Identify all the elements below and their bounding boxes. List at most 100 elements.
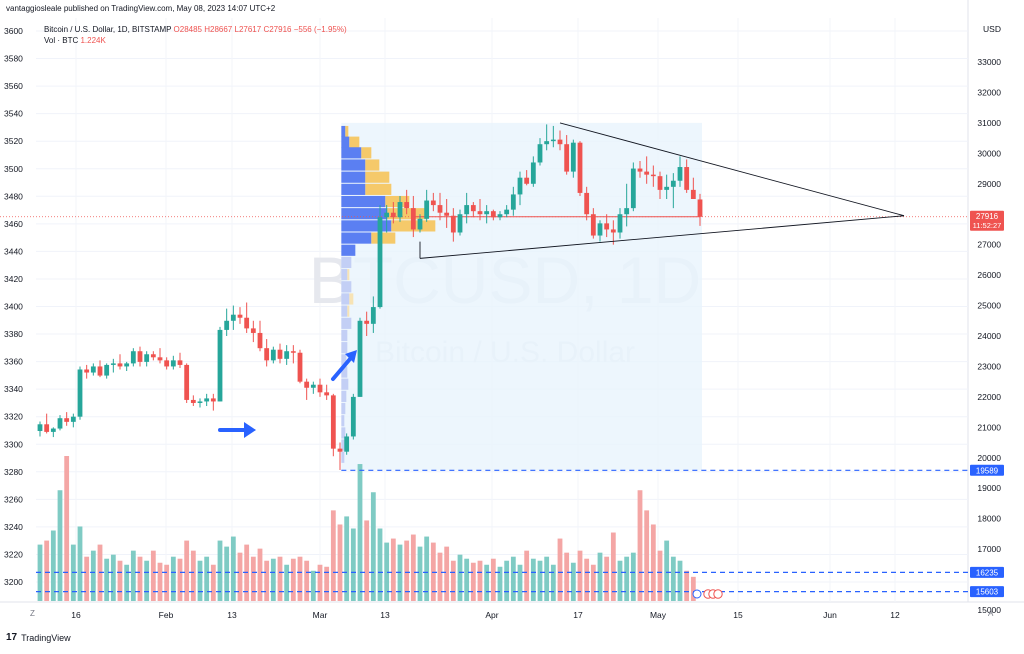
volume-bar: [57, 490, 63, 601]
volume-profile-bar-buy: [341, 136, 350, 148]
candle-body: [277, 349, 283, 359]
candle-body: [444, 212, 450, 216]
auto-scale-button[interactable]: A: [988, 609, 994, 618]
left-axis-tick-label: 3540: [4, 109, 23, 119]
candle-body: [230, 314, 236, 321]
volume-bar: [130, 550, 136, 601]
volume-profile-bar-buy: [341, 305, 348, 317]
volume-bar: [177, 558, 183, 601]
volume-bar: [470, 562, 476, 601]
x-axis-tick-label: Jun: [823, 610, 837, 620]
candle-body: [424, 200, 430, 219]
volume-bar: [210, 564, 216, 601]
candle-body: [624, 208, 630, 215]
price-label-value: 27916: [976, 212, 999, 221]
volume-profile-bar-buy: [341, 427, 346, 439]
left-axis-tick-label: 3460: [4, 219, 23, 229]
volume-bar: [157, 562, 163, 601]
right-axis-tick-label: 25000: [977, 301, 1001, 311]
date-range-box: [341, 122, 702, 471]
volume-bar: [584, 558, 590, 601]
candle-body: [250, 328, 256, 333]
left-axis-tick-label: 3260: [4, 494, 23, 504]
arrow-right-head: [244, 422, 256, 438]
volume-bar: [504, 560, 510, 601]
left-axis-tick-label: 3400: [4, 302, 23, 312]
volume-profile-bar-sell: [361, 147, 372, 159]
volume-bar: [117, 560, 123, 601]
volume-profile-bar-buy: [341, 329, 348, 342]
candle-body: [210, 398, 216, 402]
arrow-up-right-icon: [331, 350, 357, 381]
candle-body: [684, 167, 690, 190]
legend-high: H28667: [204, 25, 233, 34]
candle-body: [190, 399, 196, 403]
volume-bar: [550, 564, 556, 601]
volume-bar: [457, 554, 463, 601]
candle-body: [224, 320, 230, 330]
volume-bar: [90, 550, 96, 601]
volume-bar: [190, 550, 196, 601]
volume-bar: [604, 556, 610, 601]
symbol-legend: Bitcoin / U.S. Dollar, 1D, BITSTAMP O284…: [44, 24, 347, 46]
volume-bar: [644, 510, 650, 601]
volume-bar: [637, 490, 643, 601]
candle-body: [397, 202, 403, 218]
candle-body: [237, 314, 243, 318]
left-axis-tick-label: 3240: [4, 522, 23, 532]
volume-bar: [484, 564, 490, 601]
right-axis-tick-label: 15000: [977, 605, 1001, 615]
volume-bar: [64, 456, 70, 601]
volume-profile-bar-buy: [341, 171, 366, 183]
volume-profile-bar-buy: [341, 402, 346, 415]
triangle-lower-line: [419, 215, 905, 259]
volume-profile-bar-buy: [341, 439, 345, 451]
candle-body: [570, 142, 576, 172]
candle-body: [270, 349, 276, 361]
volume-bar: [444, 546, 450, 601]
currency-label: USD: [983, 24, 1001, 34]
candle-body: [404, 202, 410, 209]
volume-bar: [257, 548, 263, 601]
x-axis-tick-label: May: [650, 610, 667, 620]
volume-bar: [590, 564, 596, 601]
candle-body: [370, 307, 376, 324]
volume-bar: [690, 576, 696, 601]
candle-body: [450, 215, 456, 233]
volume-profile: [341, 125, 436, 463]
arrow-up-right-head: [345, 350, 357, 363]
volume-bar: [150, 550, 156, 601]
tradingview-logo-icon: 17: [6, 632, 18, 643]
volume-bar: [170, 556, 176, 601]
candle-body: [257, 332, 263, 349]
candle-body: [550, 139, 556, 142]
volume-bar: [310, 570, 316, 601]
volume-bar: [44, 540, 50, 601]
volume-bar: [517, 564, 523, 601]
candle-body: [57, 418, 63, 429]
candle-body: [177, 360, 183, 365]
candle-body: [50, 428, 56, 432]
candle-body: [184, 364, 190, 400]
volume-profile-bar-buy: [341, 183, 366, 195]
volume-profile-bar-buy: [341, 281, 352, 293]
zoom-reset-button[interactable]: Z: [30, 609, 35, 618]
right-axis-tick-label: 27000: [977, 240, 1001, 250]
legend-close: C27916: [263, 25, 292, 34]
legend-low: L27617: [234, 25, 262, 34]
volume-bar: [404, 540, 410, 601]
left-axis-tick-label: 3220: [4, 549, 23, 559]
price-label-bg: [970, 586, 1004, 598]
x-axis-tick-label: Feb: [159, 610, 174, 620]
candle-body: [644, 171, 650, 175]
volume-bar: [237, 552, 243, 601]
candle-body: [670, 180, 676, 187]
volume-bar: [670, 556, 676, 601]
volume-bar: [497, 566, 503, 601]
volume-bar: [544, 556, 550, 601]
volume-bar: [324, 566, 330, 601]
candle-body: [197, 401, 203, 403]
candle-body: [317, 384, 323, 393]
